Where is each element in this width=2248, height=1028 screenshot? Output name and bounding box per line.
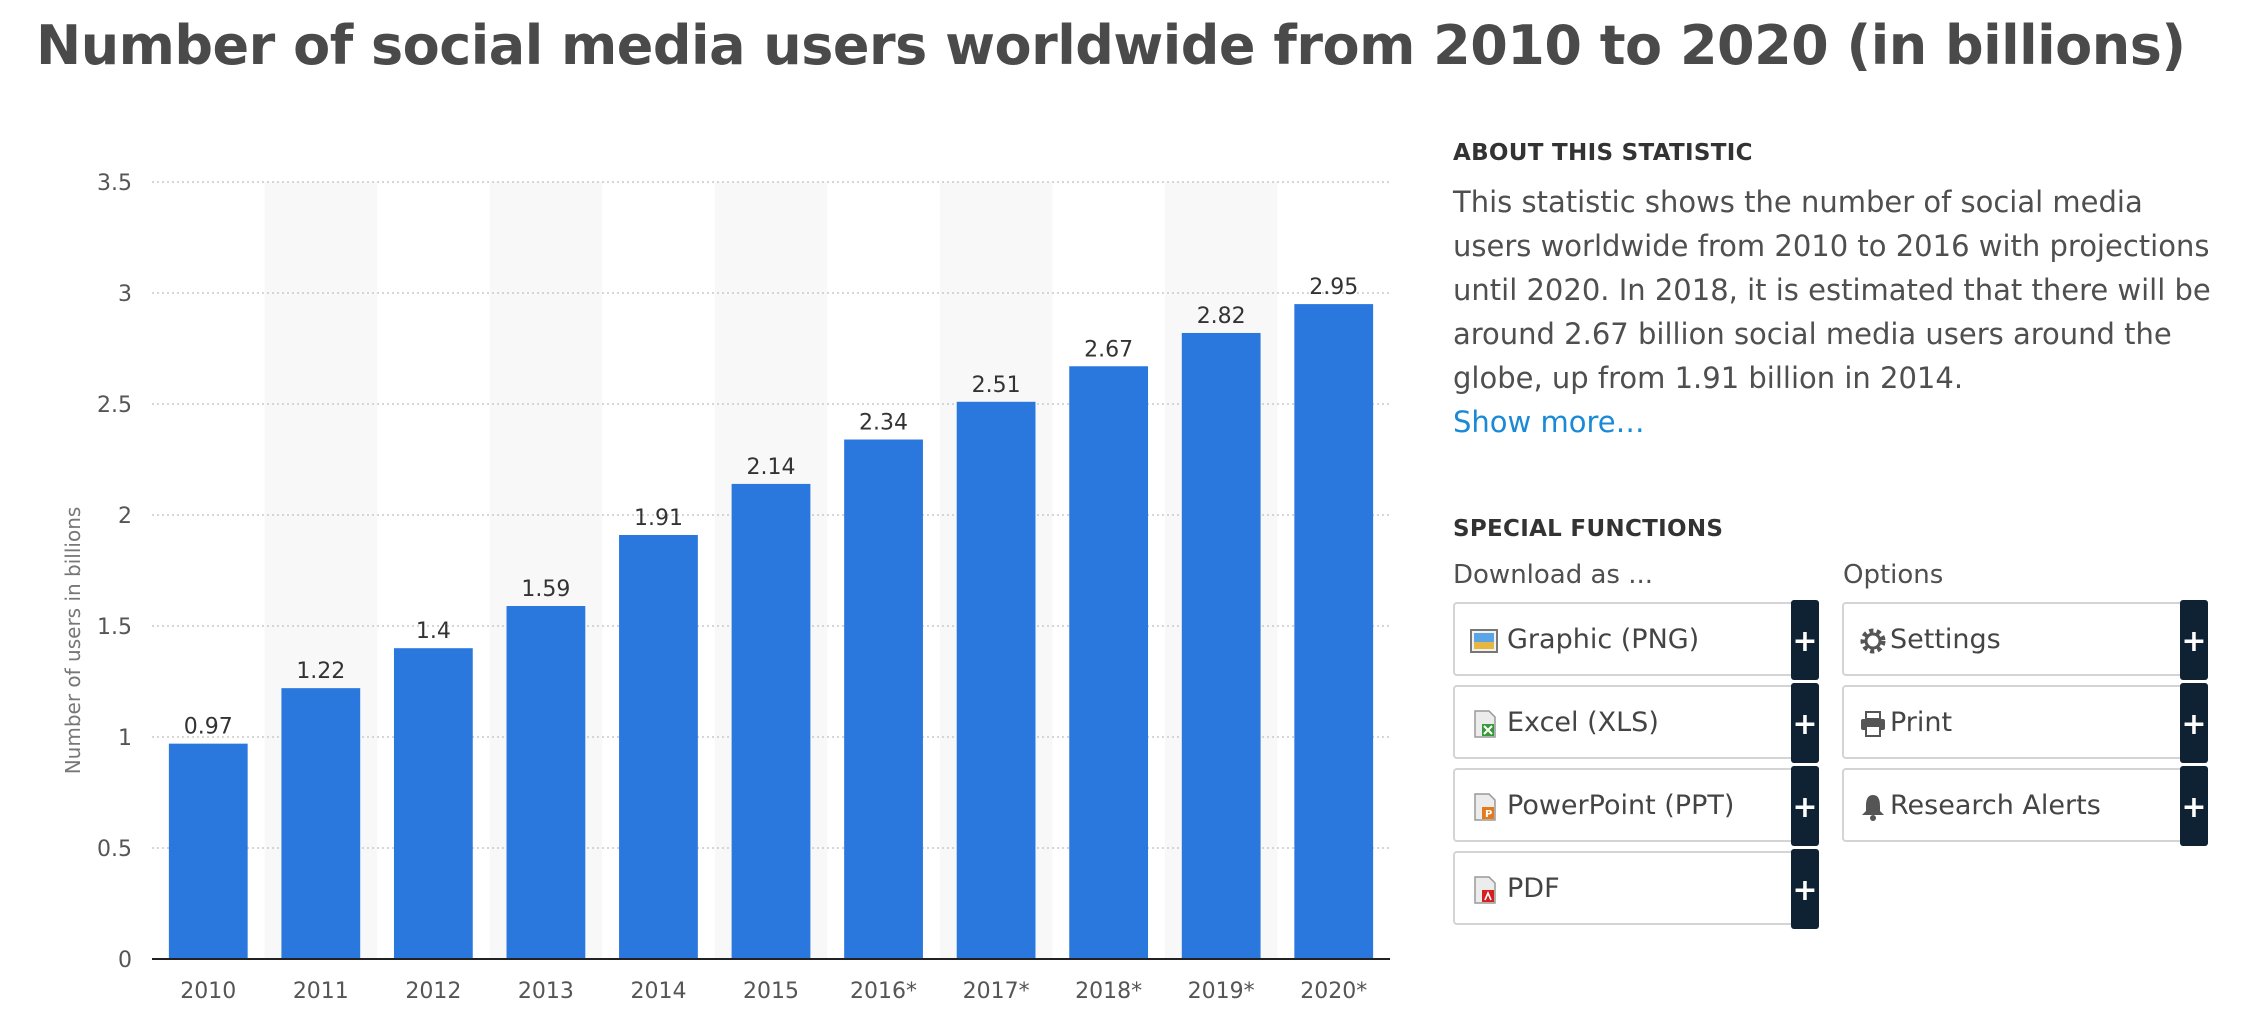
y-tick-label: 1: [118, 726, 132, 751]
plus-icon: +: [2180, 600, 2208, 680]
x-tick-label: 2010: [180, 979, 236, 1004]
x-tick-label: 2014: [630, 979, 686, 1004]
plus-icon: +: [1791, 766, 1819, 846]
research-alerts-button[interactable]: Research Alerts +: [1842, 766, 2208, 846]
bar-value-label: 2.14: [747, 455, 796, 480]
x-tick-label: 2017*: [963, 979, 1030, 1004]
printer-icon: [1861, 711, 1885, 737]
about-statistic-panel: ABOUT THIS STATISTIC This statistic show…: [1453, 140, 2223, 444]
bar: [506, 606, 586, 959]
y-tick-label: 1.5: [97, 615, 132, 640]
bar-value-label: 0.97: [184, 715, 233, 740]
print-label: Print: [1890, 707, 1953, 738]
bar: [281, 688, 361, 959]
pdf-file-icon: [1474, 876, 1496, 904]
plus-icon: +: [1791, 849, 1819, 929]
download-xls-button[interactable]: Excel (XLS) +: [1453, 683, 1819, 763]
research-alerts-label: Research Alerts: [1890, 790, 2101, 821]
plus-icon: +: [1791, 600, 1819, 680]
y-tick-label: 3.5: [97, 171, 132, 196]
x-tick-label: 2018*: [1075, 979, 1142, 1004]
x-tick-label: 2019*: [1188, 979, 1255, 1004]
about-text: This statistic shows the number of socia…: [1453, 185, 2211, 395]
bar-value-label: 2.82: [1197, 304, 1246, 329]
bar-value-label: 1.59: [521, 577, 570, 602]
show-more-link[interactable]: Show more…: [1453, 405, 1645, 439]
print-button[interactable]: Print +: [1842, 683, 2208, 763]
plus-icon: +: [2180, 766, 2208, 846]
x-tick-label: 2015: [743, 979, 799, 1004]
bar: [844, 439, 923, 959]
download-as-label: Download as ...: [1453, 560, 1654, 590]
download-png-button[interactable]: Graphic (PNG) +: [1453, 600, 1819, 680]
download-png-label: Graphic (PNG): [1507, 624, 1700, 655]
y-axis-ticks: 0 0.5 1 1.5 2 2.5 3 3.5: [97, 171, 132, 973]
bar: [393, 648, 473, 959]
download-pdf-label: PDF: [1507, 873, 1560, 904]
bar-value-label: 1.22: [296, 659, 345, 684]
y-axis-label: Number of users in billions: [61, 507, 85, 775]
chart-bars: [168, 304, 1374, 960]
bar: [731, 483, 811, 959]
bar: [619, 534, 698, 959]
bar: [168, 743, 248, 959]
special-functions-panel: SPECIAL FUNCTIONS Download as ... Option…: [1453, 516, 2208, 929]
bar: [1294, 304, 1374, 960]
bar-value-label: 2.95: [1309, 275, 1358, 300]
image-file-icon: [1470, 629, 1498, 653]
settings-button[interactable]: Settings +: [1842, 600, 2208, 680]
plus-icon: +: [2180, 683, 2208, 763]
settings-label: Settings: [1890, 624, 2001, 655]
download-pdf-button[interactable]: PDF +: [1453, 849, 1819, 929]
bar-value-label: 2.34: [859, 411, 908, 436]
x-tick-label: 2011: [293, 979, 349, 1004]
svg-text:P: P: [1485, 809, 1492, 820]
download-ppt-label: PowerPoint (PPT): [1507, 790, 1735, 821]
options-label: Options: [1843, 560, 1944, 590]
y-tick-label: 0: [118, 948, 132, 973]
x-axis-ticks: 2010 2011 2012 2013 2014 2015 2016* 2017* 2018* 2…: [180, 979, 1367, 1004]
x-tick-label: 2020*: [1300, 979, 1367, 1004]
bar-value-label: 1.91: [634, 506, 683, 531]
bar: [1069, 366, 1149, 959]
plus-icon: +: [1791, 683, 1819, 763]
bar-value-label: 2.67: [1084, 337, 1133, 362]
x-tick-label: 2013: [518, 979, 574, 1004]
bar-value-label: 1.4: [416, 619, 451, 644]
excel-file-icon: [1474, 710, 1496, 738]
bar-chart: 0 0.5 1 1.5 2 2.5 3 3.5 0.97 1.22 1.4 1.59 1.91 2.14…: [61, 171, 1390, 1004]
x-tick-label: 2016*: [850, 979, 917, 1004]
bar: [1181, 332, 1261, 959]
special-functions-heading: SPECIAL FUNCTIONS: [1453, 516, 1724, 542]
page-title: Number of social media users worldwide f…: [36, 14, 2186, 77]
powerpoint-file-icon: P: [1474, 793, 1496, 821]
gear-icon: [1860, 628, 1886, 654]
y-tick-label: 3: [118, 282, 132, 307]
bar: [956, 401, 1036, 959]
y-tick-label: 2.5: [97, 393, 132, 418]
bar-value-labels: 0.97 1.22 1.4 1.59 1.91 2.14 2.34 2.51 2.67 2.82 2…: [184, 275, 1358, 740]
download-ppt-button[interactable]: P PowerPoint (PPT) +: [1453, 766, 1819, 846]
y-tick-label: 0.5: [97, 837, 132, 862]
bar-value-label: 2.51: [972, 373, 1021, 398]
about-heading: ABOUT THIS STATISTIC: [1453, 140, 1753, 166]
y-tick-label: 2: [118, 504, 132, 529]
download-xls-label: Excel (XLS): [1507, 707, 1659, 738]
x-tick-label: 2012: [405, 979, 461, 1004]
bell-icon: [1862, 795, 1884, 821]
